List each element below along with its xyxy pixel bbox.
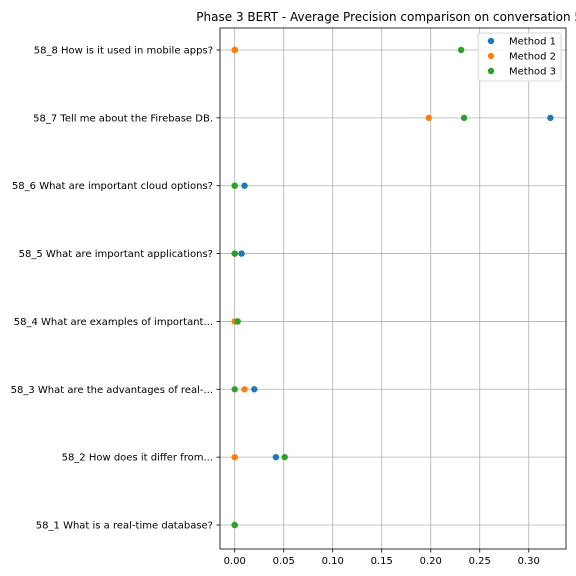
- category-label: 58_6 What are important cloud options?: [12, 181, 213, 192]
- chart-title: Phase 3 BERT - Average Precision compari…: [196, 10, 576, 24]
- x-tick-label: 0.15: [371, 556, 393, 567]
- point-method-3: [234, 318, 241, 325]
- point-method-1: [251, 386, 258, 393]
- point-method-3: [460, 114, 468, 122]
- plot-frame: [219, 27, 567, 550]
- point-method-1: [272, 453, 280, 461]
- category-label: 58_4 What are examples of important...: [14, 317, 213, 328]
- point-method-3: [231, 386, 238, 393]
- point-method-2: [241, 386, 248, 393]
- point-method-3: [457, 46, 465, 54]
- point-method-2: [231, 46, 238, 54]
- category-label: 58_2 How does it differ from...: [62, 453, 213, 464]
- grid: [220, 28, 566, 549]
- point-method-1: [241, 182, 248, 189]
- legend-label: Method 3: [509, 67, 556, 78]
- axes-ticks: 0.00 0.05 0.10 0.15 0.20 0.25 0.30 58_1 What is…: [11, 46, 540, 568]
- legend-label: Method 1: [509, 37, 556, 48]
- legend-marker: [487, 67, 495, 75]
- point-method-1: [547, 114, 554, 122]
- legend-box: [477, 32, 562, 82]
- data-points: [231, 46, 554, 529]
- x-tick-label: 0.30: [518, 556, 540, 567]
- point-method-3: [231, 521, 238, 529]
- category-label: 58_7 Tell me about the Firebase DB.: [33, 113, 213, 124]
- legend-label: Method 2: [509, 52, 556, 63]
- category-label: 58_3 What are the advantages of real-...: [11, 385, 213, 396]
- point-method-2: [425, 114, 432, 122]
- x-tick-label: 0.25: [469, 556, 491, 567]
- category-label: 58_1 What is a real-time database?: [36, 521, 213, 532]
- x-tick-label: 0.05: [273, 556, 295, 567]
- legend: Method 1 Method 2 Method 3: [477, 32, 562, 82]
- category-label: 58_8 How is it used in mobile apps?: [34, 46, 213, 57]
- legend-marker: [487, 37, 495, 45]
- x-tick-label: 0.20: [420, 556, 442, 567]
- legend-marker: [487, 52, 495, 60]
- category-label: 58_5 What are important applications?: [19, 249, 213, 260]
- point-method-2: [231, 453, 238, 461]
- point-method-1: [238, 250, 245, 257]
- point-method-3: [281, 453, 288, 461]
- point-method-3: [231, 182, 238, 189]
- x-tick-label: 0.00: [224, 556, 246, 567]
- point-method-3: [231, 250, 238, 257]
- x-tick-label: 0.10: [322, 556, 344, 567]
